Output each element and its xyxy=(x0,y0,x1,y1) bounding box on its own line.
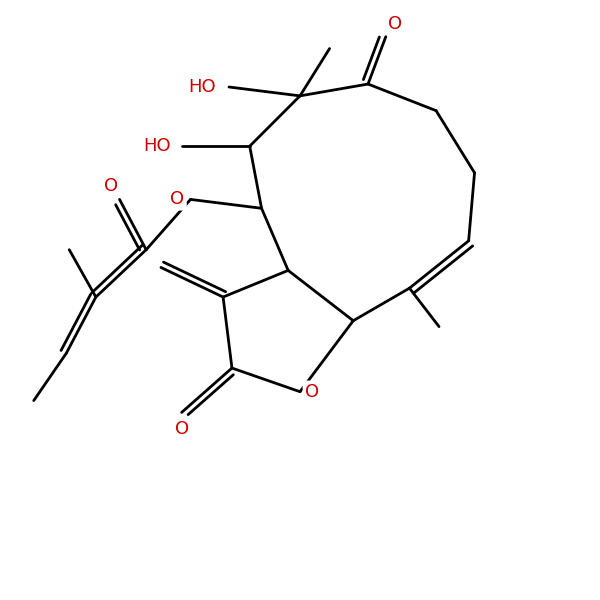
Text: HO: HO xyxy=(188,78,216,96)
Text: O: O xyxy=(305,383,319,401)
Text: HO: HO xyxy=(143,137,170,155)
Text: O: O xyxy=(175,420,189,438)
Text: O: O xyxy=(170,190,185,208)
Text: O: O xyxy=(388,14,402,32)
Text: O: O xyxy=(104,178,118,196)
